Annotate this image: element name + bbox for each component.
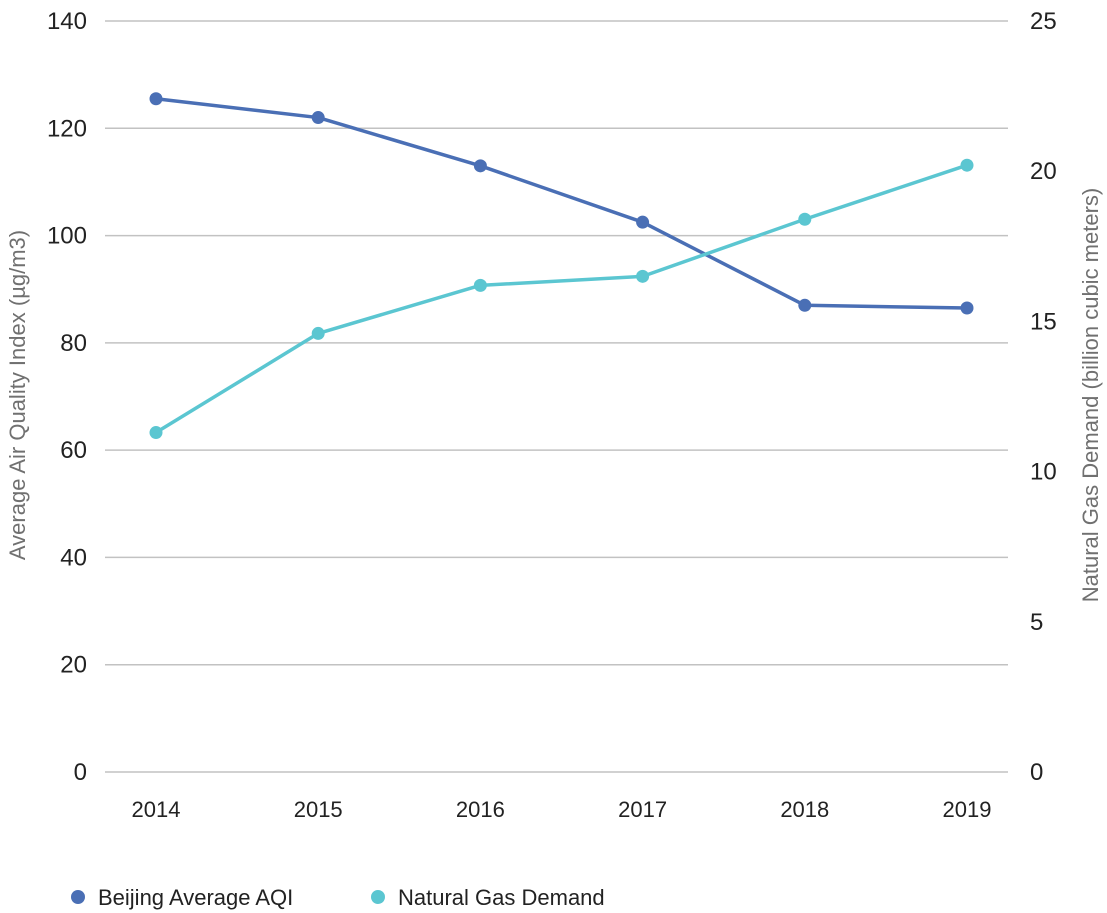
series-line-1 [154,163,969,435]
data-point [636,215,650,229]
data-point [960,301,974,315]
x-tick-label: 2015 [294,797,343,822]
left-tick-label: 140 [47,8,87,35]
left-axis-ticks: 0 20 40 60 80 100 120 140 [47,8,87,786]
left-tick-label: 40 [60,544,87,571]
right-tick-label: 20 [1030,158,1057,185]
right-tick-label: 10 [1030,459,1057,486]
left-tick-label: 60 [60,437,87,464]
left-tick-label: 120 [47,115,87,142]
x-tick-label: 2014 [132,797,181,822]
legend-marker [71,890,85,904]
right-tick-label: 25 [1030,8,1057,35]
right-tick-label: 15 [1030,308,1057,335]
x-tick-label: 2016 [456,797,505,822]
legend-item-0: Beijing Average AQI [71,885,293,910]
grid-layer [105,20,1008,773]
left-tick-label: 0 [74,759,87,786]
data-point [798,298,812,312]
right-tick-label: 5 [1030,609,1043,636]
data-point [149,426,163,440]
x-tick-label: 2019 [943,797,992,822]
left-tick-label: 100 [47,223,87,250]
x-tick-label: 2018 [780,797,829,822]
data-point [473,159,487,173]
data-point [960,158,974,172]
legend-label: Natural Gas Demand [398,885,605,910]
data-point [473,278,487,292]
legend: Beijing Average AQI Natural Gas Demand [71,885,605,910]
left-tick-label: 80 [60,330,87,357]
legend-marker [371,890,385,904]
legend-label: Beijing Average AQI [98,885,293,910]
right-tick-label: 0 [1030,759,1043,786]
legend-item-1: Natural Gas Demand [371,885,605,910]
x-axis-ticks: 2014 2015 2016 2017 2018 2019 [132,797,992,822]
series-layer [149,92,974,440]
right-axis-ticks: 0 5 10 15 20 25 [1030,8,1057,786]
data-point [311,326,325,340]
data-point [311,111,325,125]
data-point [149,92,163,106]
data-point [798,212,812,226]
left-tick-label: 20 [60,652,87,679]
data-point [636,269,650,283]
x-tick-label: 2017 [618,797,667,822]
right-axis-title: Natural Gas Demand (billion cubic meters… [1078,188,1103,603]
left-axis-title: Average Air Quality Index (µg/m3) [5,230,30,560]
series-line-0 [154,97,969,310]
